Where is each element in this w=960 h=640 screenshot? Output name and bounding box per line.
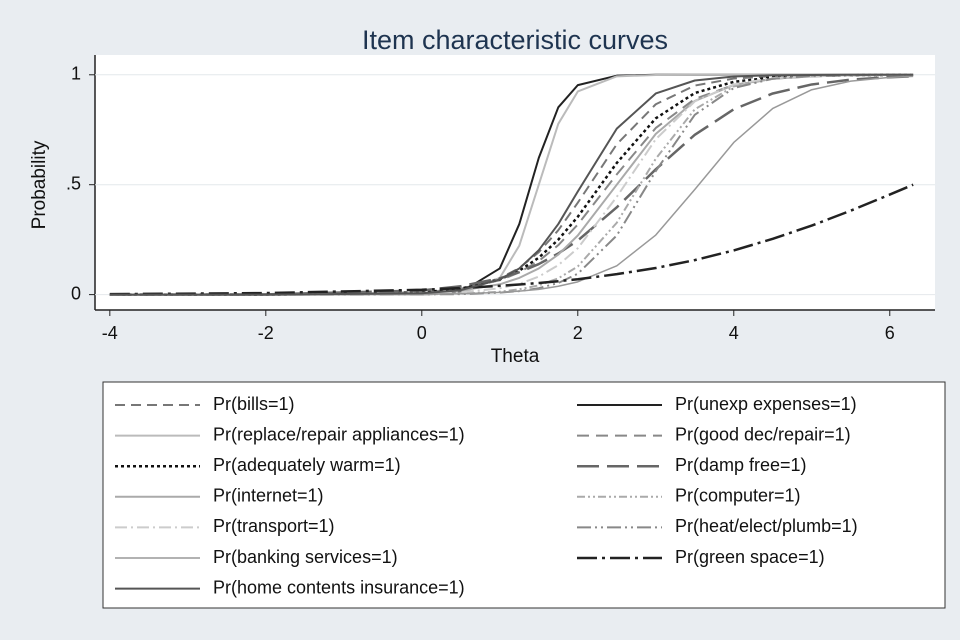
x-tick-label: 0	[417, 323, 427, 343]
legend-label: Pr(banking services=1)	[213, 547, 398, 567]
x-tick-label: 6	[885, 323, 895, 343]
curve	[109, 73, 914, 296]
y-tick-label: 1	[71, 64, 81, 84]
legend-label: Pr(computer=1)	[675, 486, 801, 506]
legend-label: Pr(damp free=1)	[675, 455, 807, 475]
legend-label: Pr(adequately warm=1)	[213, 455, 401, 475]
x-tick-label: 4	[729, 323, 739, 343]
y-tick-label: 0	[71, 283, 81, 303]
chart-title: Item characteristic curves	[362, 25, 668, 55]
x-tick-label: 2	[573, 323, 583, 343]
legend-label: Pr(green space=1)	[675, 547, 825, 567]
legend-label: Pr(heat/elect/plumb=1)	[675, 516, 858, 536]
y-tick-label: .5	[66, 173, 81, 193]
legend-label: Pr(replace/repair appliances=1)	[213, 424, 465, 444]
y-axis-label: Probability	[29, 140, 50, 229]
curve	[109, 75, 914, 296]
legend-label: Pr(bills=1)	[213, 394, 295, 414]
legend-label: Pr(home contents insurance=1)	[213, 577, 465, 597]
legend-box	[102, 381, 946, 609]
legend-label: Pr(transport=1)	[213, 516, 335, 536]
curve	[109, 75, 914, 296]
legend-label: Pr(internet=1)	[213, 486, 324, 506]
x-axis-label: Theta	[491, 346, 540, 367]
lines	[95, 73, 935, 296]
legend-label: Pr(unexp expenses=1)	[675, 394, 857, 414]
legend-label: Pr(good dec/repair=1)	[675, 424, 851, 444]
curve	[109, 73, 914, 296]
x-tick-label: -2	[258, 323, 274, 343]
curve	[109, 183, 914, 296]
x-tick-label: -4	[102, 323, 118, 343]
